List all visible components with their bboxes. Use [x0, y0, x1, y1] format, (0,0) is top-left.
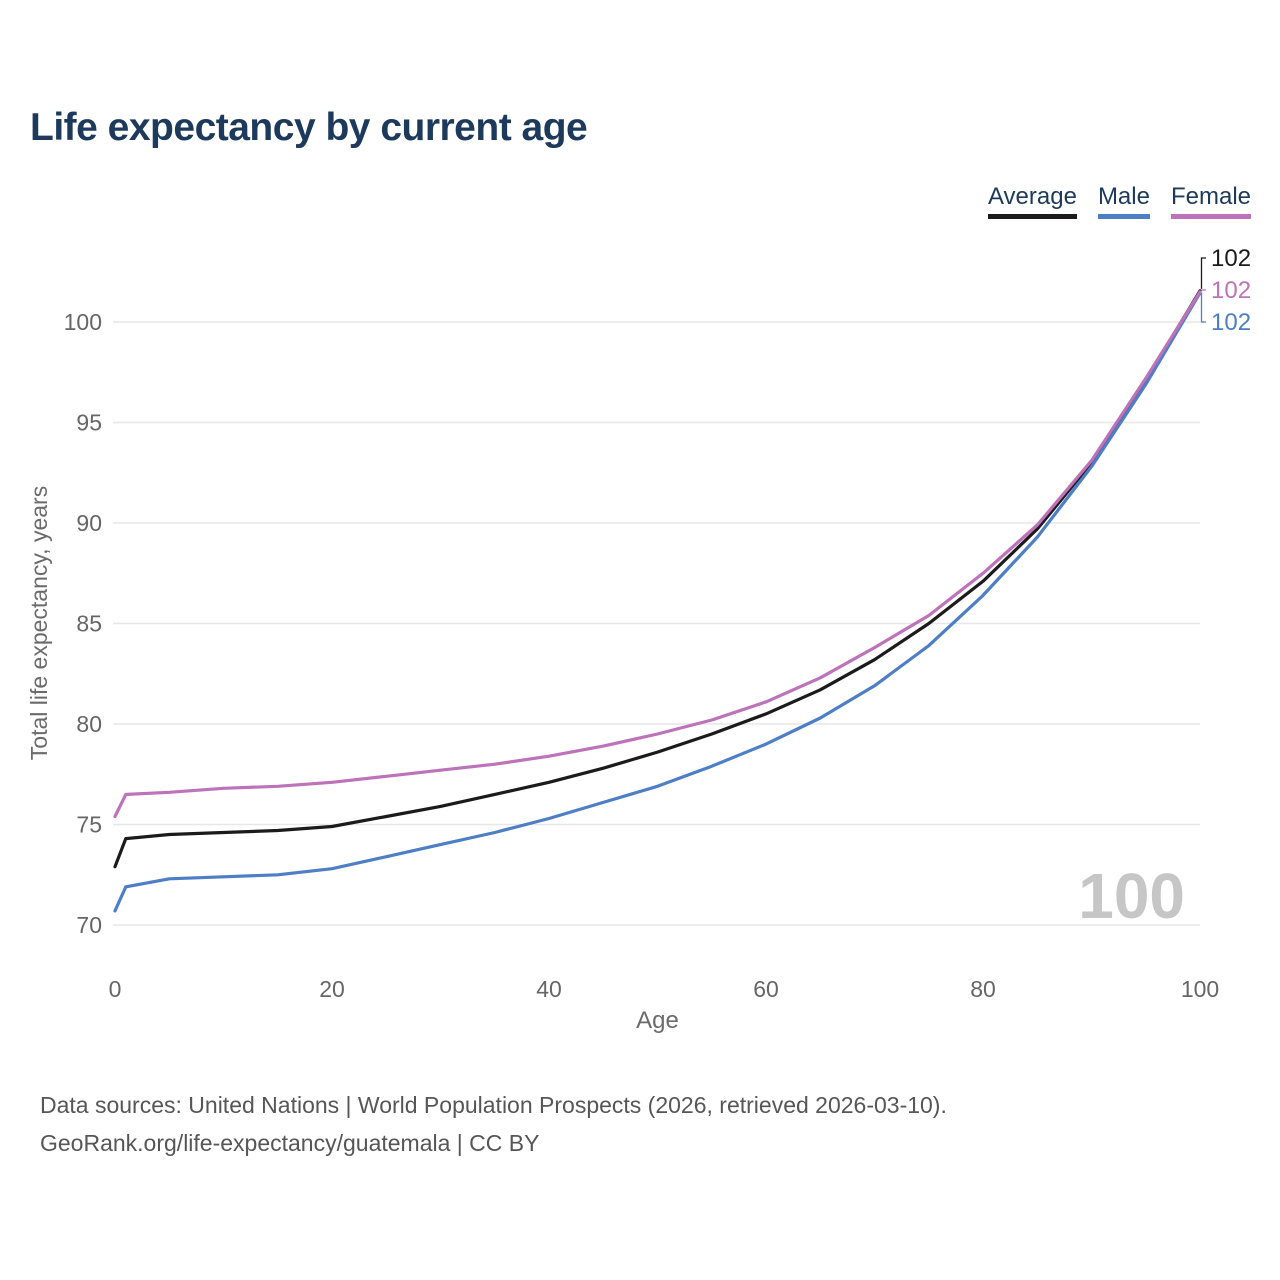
y-tick-label-75: 75: [76, 812, 102, 838]
y-tick-label-85: 85: [76, 611, 102, 637]
series-line-male[interactable]: [113, 291, 1202, 913]
y-tick-label-70: 70: [76, 912, 102, 938]
x-tick-label-80: 80: [970, 976, 996, 1002]
y-tick-label-80: 80: [76, 711, 102, 737]
legend-label-female: Female: [1170, 183, 1251, 210]
legend-item-average[interactable]: Average: [987, 183, 1077, 220]
y-axis-title: Total life expectancy, years: [26, 486, 52, 760]
x-tick-label-100: 100: [1181, 976, 1219, 1002]
series-line-average[interactable]: [113, 289, 1202, 869]
x-tick-label-20: 20: [319, 976, 345, 1002]
footer: Data sources: United Nations | World Pop…: [40, 1086, 947, 1162]
legend: Average Male Female: [987, 183, 1251, 220]
legend-label-average: Average: [987, 183, 1077, 210]
end-label-connector-male: [1200, 292, 1206, 323]
series-line-female[interactable]: [113, 290, 1202, 819]
line-chart: 70 75 80 85 90 95 100 0 20 40 60 80 100 Age Total life…: [26, 245, 1251, 1034]
end-label-average: 102: [1211, 245, 1251, 272]
y-tick-label-95: 95: [76, 410, 102, 436]
y-tick-label-100: 100: [64, 309, 102, 335]
y-tick-label-90: 90: [76, 510, 102, 536]
x-tick-label-0: 0: [109, 976, 122, 1002]
end-label-female: 102: [1211, 277, 1251, 304]
footer-attribution: GeoRank.org/life-expectancy/guatemala | …: [40, 1130, 540, 1156]
legend-item-male[interactable]: Male: [1097, 183, 1150, 220]
watermark-age-value: 100: [1078, 860, 1185, 932]
x-tick-label-40: 40: [536, 976, 562, 1002]
x-axis-title: Age: [636, 1007, 679, 1034]
end-label-male: 102: [1211, 309, 1251, 336]
legend-item-female[interactable]: Female: [1170, 183, 1251, 220]
end-label-connector-average: [1200, 257, 1206, 289]
chart-title: Life expectancy by current age: [30, 106, 588, 149]
footer-data-sources: Data sources: United Nations | World Pop…: [40, 1092, 947, 1118]
legend-label-male: Male: [1097, 183, 1150, 210]
x-tick-label-60: 60: [753, 976, 779, 1002]
